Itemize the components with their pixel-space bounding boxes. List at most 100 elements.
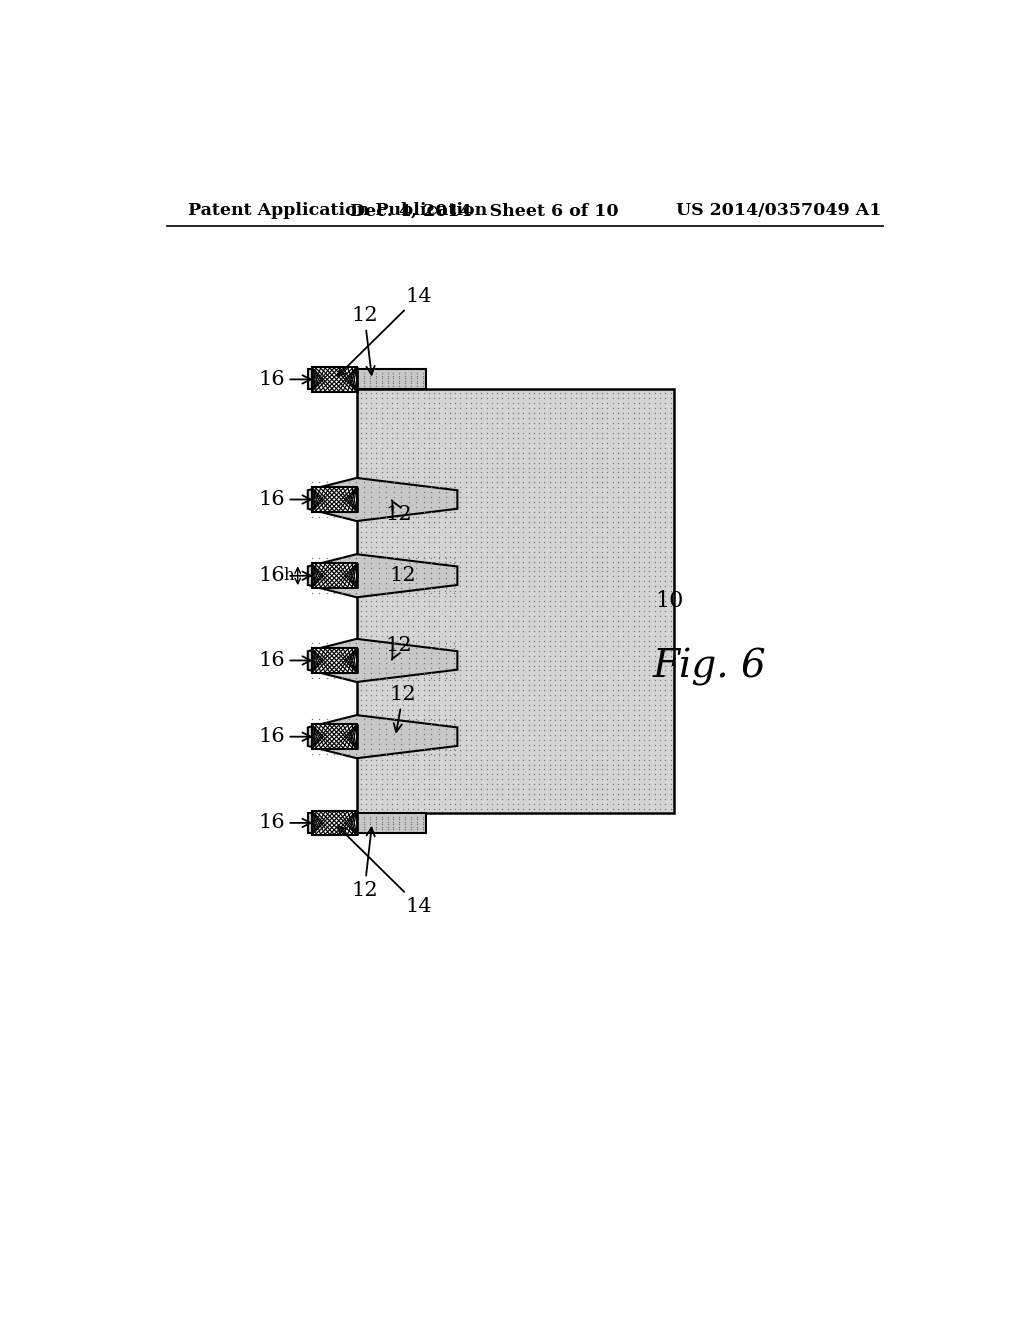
Point xyxy=(510,432,526,453)
Point xyxy=(410,570,426,591)
Point xyxy=(567,412,584,433)
Point xyxy=(604,784,621,805)
Point xyxy=(525,502,542,523)
Point xyxy=(537,799,553,820)
Point xyxy=(488,606,505,627)
Point xyxy=(531,412,548,433)
Point xyxy=(641,714,657,735)
Point xyxy=(652,779,669,800)
Point xyxy=(562,442,579,463)
Point xyxy=(426,491,442,512)
Point xyxy=(436,437,453,458)
Point xyxy=(594,556,610,577)
Point xyxy=(389,477,406,498)
Point xyxy=(579,412,595,433)
Point xyxy=(531,764,548,785)
Point xyxy=(579,428,595,449)
Point xyxy=(416,590,432,611)
Point xyxy=(525,417,542,438)
Point xyxy=(463,626,479,647)
Point xyxy=(374,437,390,458)
Point xyxy=(421,403,437,424)
Point xyxy=(542,739,558,760)
Point xyxy=(562,610,579,631)
Point xyxy=(615,700,632,721)
Point xyxy=(463,417,479,438)
Point xyxy=(615,566,632,587)
Point xyxy=(453,748,469,770)
Point xyxy=(621,556,637,577)
Point xyxy=(488,403,505,424)
Point xyxy=(416,632,432,653)
Point xyxy=(537,635,553,656)
Point xyxy=(458,462,474,483)
Point xyxy=(421,397,437,418)
Point xyxy=(604,502,621,523)
Point xyxy=(374,788,390,809)
Point xyxy=(453,714,469,735)
Point xyxy=(410,709,426,730)
Point xyxy=(352,491,369,512)
Point xyxy=(557,561,573,582)
Point xyxy=(631,412,647,433)
Point xyxy=(505,471,521,492)
Point xyxy=(505,784,521,805)
Point xyxy=(599,417,615,438)
Point xyxy=(478,566,495,587)
Point xyxy=(378,562,394,583)
Point xyxy=(552,649,568,671)
Point xyxy=(378,491,394,512)
Point xyxy=(599,437,615,458)
Point xyxy=(384,471,400,492)
Point xyxy=(327,367,343,388)
Point xyxy=(352,462,369,483)
Point xyxy=(436,576,453,597)
Point xyxy=(646,590,663,611)
Point xyxy=(641,586,657,607)
Point xyxy=(410,705,426,726)
Point xyxy=(537,669,553,690)
Point xyxy=(394,694,411,715)
Point xyxy=(599,507,615,528)
Point xyxy=(431,576,447,597)
Point xyxy=(327,818,343,840)
Point xyxy=(573,768,590,789)
Point xyxy=(478,610,495,631)
Point xyxy=(453,531,469,552)
Point xyxy=(615,482,632,503)
Point xyxy=(374,813,390,834)
Point xyxy=(404,640,421,661)
Point xyxy=(441,799,458,820)
Point xyxy=(641,719,657,741)
Point xyxy=(594,768,610,789)
Point xyxy=(441,403,458,424)
Point xyxy=(463,586,479,607)
Point xyxy=(400,573,417,594)
Point xyxy=(515,725,531,746)
Point xyxy=(641,527,657,548)
Point xyxy=(446,748,463,770)
Point xyxy=(567,665,584,686)
Point xyxy=(520,705,537,726)
Point xyxy=(584,793,600,814)
Point xyxy=(410,527,426,548)
Point xyxy=(505,610,521,631)
Point xyxy=(584,442,600,463)
Point xyxy=(483,675,500,696)
Point xyxy=(384,417,400,438)
Point xyxy=(368,447,384,469)
Point xyxy=(379,807,395,828)
Point xyxy=(562,680,579,701)
Point xyxy=(657,700,674,721)
Point xyxy=(573,620,590,642)
Point xyxy=(531,719,548,741)
Point xyxy=(430,557,446,578)
Point xyxy=(352,422,369,444)
Point xyxy=(473,566,489,587)
Point xyxy=(473,719,489,741)
Point xyxy=(500,759,516,780)
Point xyxy=(394,709,411,730)
Point xyxy=(604,601,621,622)
Point xyxy=(311,477,328,498)
Point xyxy=(621,630,637,651)
